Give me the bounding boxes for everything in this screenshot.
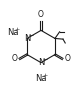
- Text: O: O: [38, 10, 44, 19]
- Text: +: +: [15, 27, 20, 32]
- Text: O: O: [65, 54, 71, 64]
- Text: Na: Na: [8, 28, 19, 37]
- Text: Na: Na: [35, 74, 47, 83]
- Text: −: −: [42, 56, 47, 61]
- Text: +: +: [42, 73, 47, 78]
- Text: O: O: [11, 54, 17, 64]
- Text: N: N: [38, 58, 44, 67]
- Text: N: N: [24, 34, 30, 43]
- Text: −: −: [28, 32, 33, 37]
